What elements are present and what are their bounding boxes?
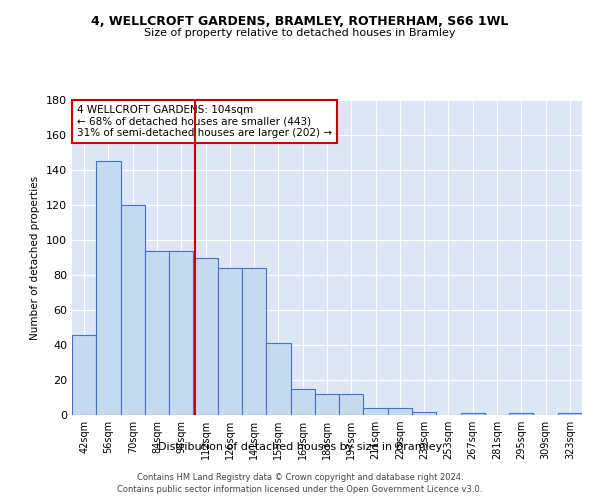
Text: Contains HM Land Registry data © Crown copyright and database right 2024.: Contains HM Land Registry data © Crown c… (137, 472, 463, 482)
Bar (218, 268, 242, 415)
Bar (242, 268, 266, 415)
Bar (339, 394, 364, 415)
Bar (121, 205, 145, 415)
Text: 4, WELLCROFT GARDENS, BRAMLEY, ROTHERHAM, S66 1WL: 4, WELLCROFT GARDENS, BRAMLEY, ROTHERHAM… (91, 15, 509, 28)
Bar (266, 343, 290, 415)
Text: 4 WELLCROFT GARDENS: 104sqm
← 68% of detached houses are smaller (443)
31% of se: 4 WELLCROFT GARDENS: 104sqm ← 68% of det… (77, 104, 332, 138)
Bar (558, 413, 582, 415)
Bar (461, 413, 485, 415)
Text: Distribution of detached houses by size in Bramley: Distribution of detached houses by size … (158, 442, 442, 452)
Text: Size of property relative to detached houses in Bramley: Size of property relative to detached ho… (144, 28, 456, 38)
Bar (364, 408, 388, 415)
Bar (509, 413, 533, 415)
Bar (388, 408, 412, 415)
Y-axis label: Number of detached properties: Number of detached properties (31, 176, 40, 340)
Bar (412, 412, 436, 415)
Bar (169, 250, 193, 415)
Text: Contains public sector information licensed under the Open Government Licence v3: Contains public sector information licen… (118, 485, 482, 494)
Bar (290, 389, 315, 415)
Bar (315, 394, 339, 415)
Bar (193, 258, 218, 415)
Bar (145, 250, 169, 415)
Bar (96, 161, 121, 415)
Bar (72, 334, 96, 415)
